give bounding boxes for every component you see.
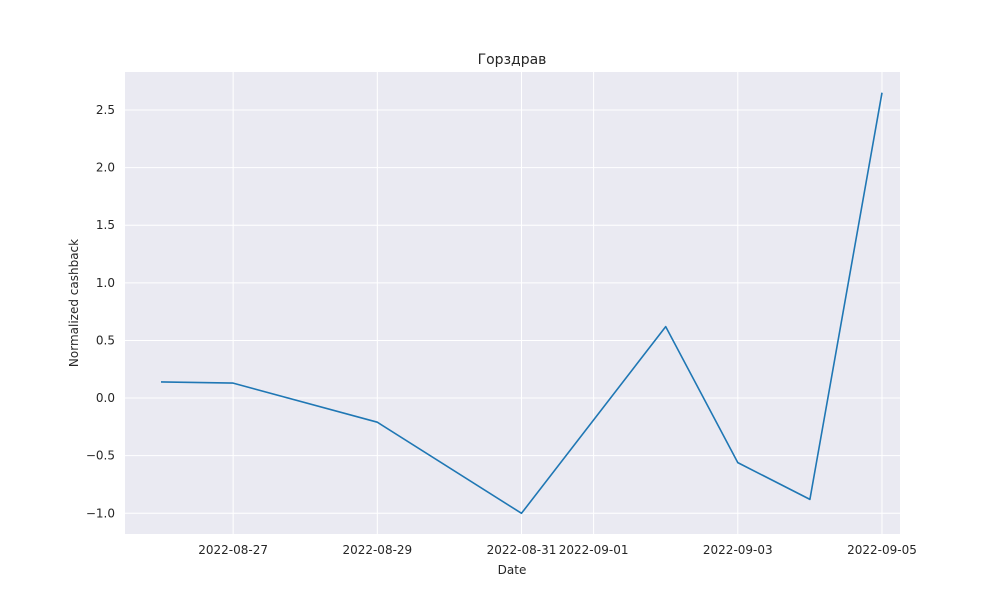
plot-area: [125, 72, 900, 534]
y-tick-label: 0.5: [96, 333, 115, 347]
y-tick-label: 2.5: [96, 103, 115, 117]
x-tick-label: 2022-09-05: [847, 543, 917, 557]
chart-title: Горздрав: [478, 52, 547, 68]
x-tick-label: 2022-09-01: [559, 543, 629, 557]
x-tick-label: 2022-09-03: [703, 543, 773, 557]
y-tick-label: 1.5: [96, 218, 115, 232]
y-tick-label: 0.0: [96, 391, 115, 405]
y-tick-label: 2.0: [96, 161, 115, 175]
y-tick-label: −0.5: [86, 449, 115, 463]
x-tick-labels: 2022-08-27 2022-08-29 2022-08-31 2022-09-01…: [198, 543, 917, 557]
x-tick-label: 2022-08-31: [487, 543, 557, 557]
y-axis-label: Normalized cashback: [67, 239, 81, 367]
y-tick-label: −1.0: [86, 506, 115, 520]
x-tick-label: 2022-08-29: [342, 543, 412, 557]
series-group: [160, 92, 883, 515]
x-axis-label: Date: [498, 563, 527, 577]
y-tick-labels: −1.0 −0.5 0.0 0.5 1.0 1.5 2.0 2.5: [86, 103, 115, 520]
y-tick-label: 1.0: [96, 276, 115, 290]
x-tick-label: 2022-08-27: [198, 543, 268, 557]
series-line: [160, 92, 883, 515]
grid: [125, 72, 900, 534]
